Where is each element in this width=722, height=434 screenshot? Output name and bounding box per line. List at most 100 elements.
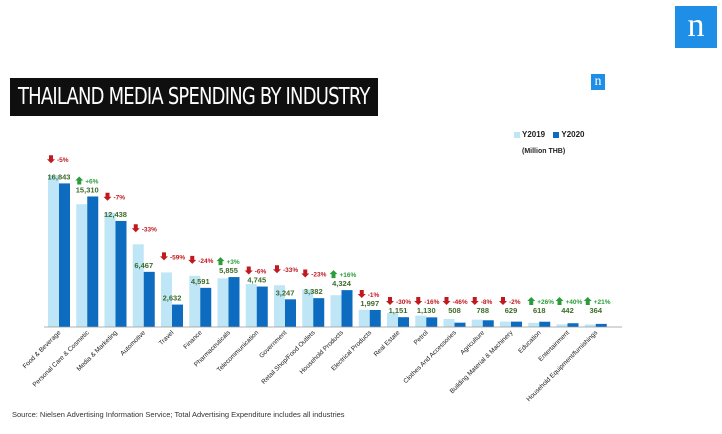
arrow-down-icon-building-material-machinery [499, 297, 507, 305]
value-label-retail-shop-food-outlets: 3,382 [304, 287, 323, 296]
value-label-entertainment: 442 [561, 306, 574, 315]
change-label-clothes-and-accessories: -46% [453, 299, 468, 306]
value-label-food-beverage: 16,843 [48, 172, 71, 181]
category-label-travel: Travel [158, 329, 176, 347]
value-label-pharmaceuticals: 5,855 [219, 266, 238, 275]
bar-y2020-telecommunication [256, 286, 268, 327]
chart-title: THAILAND MEDIA SPENDING BY INDUSTRY [18, 84, 370, 110]
bar-y2019-education [528, 322, 540, 327]
bar-y2020-travel [172, 304, 183, 327]
legend-swatch-y2020 [553, 131, 560, 138]
unit-label: (Million THB) [522, 148, 566, 155]
legend-item-y2019: Y2019 [514, 130, 545, 139]
value-label-automotive: 6,467 [134, 261, 153, 270]
arrow-down-icon-automotive [131, 224, 140, 233]
change-label-pharmaceuticals: +3% [227, 259, 240, 266]
arrow-down-icon-media-marketing [103, 192, 112, 201]
value-label-real-estate: 1,151 [389, 306, 408, 315]
change-label-electrical-products: -1% [368, 292, 380, 299]
bar-y2020-electrical-products [369, 309, 381, 327]
arrow-down-icon-petrol [414, 297, 423, 305]
value-label-agriculture: 788 [476, 306, 489, 315]
bar-y2019-household-products [330, 295, 342, 327]
bar-y2020-retail-shop-food-outlets [313, 298, 325, 327]
change-label-finance: -24% [198, 258, 213, 265]
bar-y2019-clothes-and-accessories [443, 318, 455, 327]
bar-y2019-entertainment [556, 324, 568, 327]
title-banner: THAILAND MEDIA SPENDING BY INDUSTRY [10, 78, 378, 116]
arrow-up-icon-household-equipment-furnishings [583, 297, 592, 305]
bar-y2019-agriculture [471, 319, 483, 327]
bar-y2020-government [285, 299, 296, 327]
change-label-agriculture: -8% [481, 299, 493, 306]
category-label-building-material-machinery: Building Material & Machinery [449, 329, 515, 395]
category-label-automotive: Automotive [119, 329, 147, 357]
change-label-food-beverage: -5% [57, 157, 69, 164]
category-label-agriculture: Agriculture [459, 329, 486, 356]
bar-y2020-agriculture [482, 320, 494, 327]
value-label-electrical-products: 1,997 [360, 299, 379, 308]
legend-item-y2020: Y2020 [553, 130, 585, 139]
arrow-down-icon-retail-shop-food-outlets [301, 269, 310, 278]
bar-y2020-finance [200, 287, 212, 327]
bar-y2019-travel [161, 272, 172, 327]
bar-y2019-real-estate [387, 312, 398, 327]
bar-y2020-building-material-machinery [511, 321, 522, 327]
value-label-finance: 4,591 [191, 277, 210, 286]
value-label-telecommunication: 4,745 [247, 276, 266, 285]
arrow-up-icon-entertainment [555, 297, 564, 305]
change-label-automotive: -33% [142, 226, 157, 233]
arrow-up-icon-household-products [329, 270, 338, 279]
chart-legend: Y2019 Y2020 [514, 130, 591, 139]
category-label-real-estate: Real Estate [373, 329, 402, 358]
value-label-personal-care-cosmetic: 15,310 [76, 185, 99, 194]
bar-y2019-finance [189, 275, 201, 327]
arrow-down-icon-government [273, 265, 281, 274]
bar-y2019-personal-care-cosmetic [76, 204, 88, 327]
change-label-telecommunication: -6% [255, 269, 267, 276]
bar-y2020-real-estate [398, 317, 409, 327]
bar-y2019-pharmaceuticals [217, 278, 229, 327]
change-label-education: +26% [537, 299, 554, 306]
bar-y2019-electrical-products [358, 309, 370, 327]
category-label-government: Government [258, 329, 288, 359]
nielsen-logo-small: n [591, 74, 605, 90]
arrow-down-icon-electrical-products [357, 289, 366, 298]
value-label-travel: 2,632 [163, 294, 182, 303]
change-label-travel: -59% [170, 254, 185, 261]
bar-y2020-pharmaceuticals [228, 277, 240, 327]
bar-y2020-clothes-and-accessories [454, 322, 466, 327]
value-label-household-equipment-furnishings: 364 [589, 306, 602, 315]
change-label-household-equipment-furnishings: +21% [594, 299, 611, 306]
change-label-media-marketing: -7% [114, 195, 126, 202]
arrow-up-icon-personal-care-cosmetic [75, 176, 84, 185]
legend-swatch-y2019 [514, 131, 520, 138]
change-label-government: -33% [283, 267, 298, 274]
arrow-down-icon-real-estate [386, 297, 394, 305]
change-label-real-estate: -30% [396, 299, 411, 306]
arrow-down-icon-finance [188, 255, 197, 264]
change-label-personal-care-cosmetic: +6% [85, 178, 98, 185]
arrow-up-icon-education [527, 297, 536, 305]
category-label-petrol: Petrol [413, 329, 430, 346]
arrow-down-icon-agriculture [470, 297, 479, 305]
arrow-down-icon-clothes-and-accessories [442, 297, 451, 305]
bar-y2020-automotive [143, 271, 155, 327]
arrow-down-icon-travel [160, 252, 168, 261]
change-label-retail-shop-food-outlets: -23% [311, 271, 326, 278]
change-label-building-material-machinery: -2% [509, 299, 521, 306]
change-label-household-products: +16% [340, 272, 357, 279]
value-label-media-marketing: 12,438 [104, 210, 127, 219]
value-label-building-material-machinery: 629 [505, 306, 518, 315]
bar-y2020-petrol [426, 317, 438, 327]
arrow-down-icon-telecommunication [244, 266, 253, 275]
bar-y2020-education [539, 321, 551, 327]
category-label-clothes-and-accessories: Clothes And Accessories [402, 329, 458, 385]
bar-y2019-telecommunication [245, 283, 257, 327]
value-label-clothes-and-accessories: 508 [448, 306, 461, 315]
arrow-down-icon-food-beverage [47, 155, 55, 164]
bar-y2019-food-beverage [48, 175, 59, 327]
value-label-government: 3,247 [276, 288, 295, 297]
bar-y2020-household-products [341, 290, 353, 327]
bar-y2019-building-material-machinery [500, 321, 511, 327]
